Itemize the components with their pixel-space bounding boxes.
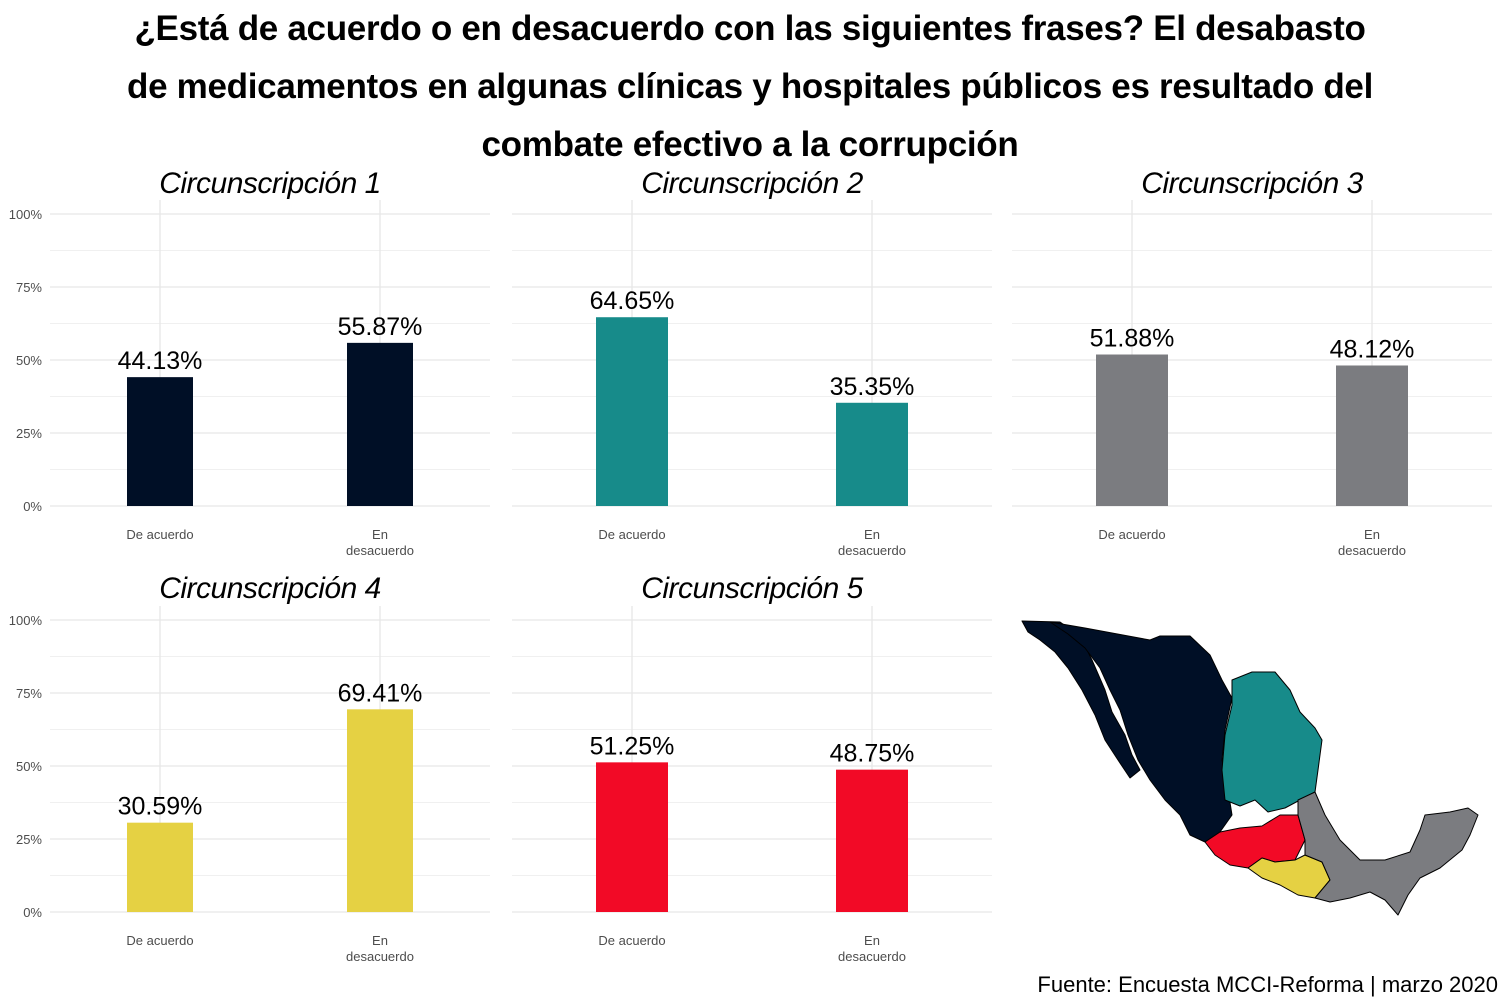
- y-tick-label: 50%: [16, 759, 42, 774]
- y-tick-label: 100%: [9, 613, 43, 628]
- data-label: 48.75%: [830, 740, 915, 768]
- bar: [127, 822, 193, 912]
- data-label: 30.59%: [118, 793, 203, 821]
- bar: [836, 402, 908, 506]
- panel-title: Circunscripción 4: [159, 572, 381, 605]
- data-label: 48.12%: [1330, 335, 1415, 363]
- x-tick-label: De acuerdo: [126, 933, 193, 948]
- title-line-3: combate efectivo a la corrupción: [481, 125, 1019, 164]
- bar: [127, 377, 193, 506]
- panel-title: Circunscripción 1: [159, 167, 381, 200]
- chart-title: ¿Está de acuerdo o en desacuerdo con las…: [50, 0, 1450, 174]
- y-tick-label: 0%: [23, 905, 42, 920]
- y-tick-label: 75%: [16, 280, 42, 295]
- x-tick-label: En desacuerdo: [1338, 527, 1406, 558]
- x-tick-label: De acuerdo: [598, 527, 665, 542]
- x-tick-label: De acuerdo: [126, 527, 193, 542]
- panel-title: Circunscripción 3: [1141, 167, 1363, 200]
- bar: [596, 317, 668, 506]
- panel-4: 0% 25% 50% 75% 100% Circunscripción 4 30.59% De…: [9, 572, 490, 964]
- y-tick-label: 25%: [16, 426, 42, 441]
- data-label: 44.13%: [118, 347, 203, 375]
- bar: [347, 709, 413, 912]
- map-region-southeast: [1297, 791, 1479, 916]
- data-label: 69.41%: [338, 679, 423, 707]
- bar: [347, 342, 413, 506]
- bar: [836, 769, 908, 912]
- y-tick-label: 100%: [9, 207, 43, 222]
- x-tick-label: En desacuerdo: [838, 527, 906, 558]
- panel-1: 0% 25% 50% 75% 100% Circunscripción 1 44.13% De…: [9, 167, 490, 558]
- x-tick-label: En desacuerdo: [346, 933, 414, 964]
- mexico-map-icon: [1021, 620, 1479, 916]
- data-label: 64.65%: [590, 287, 675, 315]
- y-tick-label: 50%: [16, 353, 42, 368]
- data-label: 35.35%: [830, 373, 915, 401]
- bar: [596, 762, 668, 912]
- panel-3: Circunscripción 3 51.88% De acuerdo 48.12% E…: [1012, 167, 1492, 558]
- map-region-center-west: [1204, 814, 1306, 869]
- bar: [1336, 365, 1408, 506]
- map-region-south: [1247, 854, 1331, 899]
- map-region-northeast: [1221, 671, 1323, 813]
- x-tick-label: En desacuerdo: [346, 527, 414, 558]
- title-line-2: de medicamentos en algunas clínicas y ho…: [127, 67, 1373, 106]
- panel-2: Circunscripción 2 64.65% De acuerdo 35.35% E…: [512, 167, 992, 558]
- source-note: Fuente: Encuesta MCCI-Reforma | marzo 20…: [1037, 972, 1498, 997]
- panel-title: Circunscripción 2: [641, 167, 863, 200]
- data-label: 51.25%: [590, 732, 675, 760]
- data-label: 51.88%: [1090, 325, 1175, 353]
- y-tick-label: 25%: [16, 832, 42, 847]
- data-label: 55.87%: [338, 313, 423, 341]
- bar: [1096, 354, 1168, 506]
- panel-5: Circunscripción 5 51.25% De acuerdo 48.75% E…: [512, 572, 992, 964]
- panel-title: Circunscripción 5: [641, 572, 863, 605]
- x-tick-label: De acuerdo: [598, 933, 665, 948]
- title-line-1: ¿Está de acuerdo o en desacuerdo con las…: [134, 9, 1366, 48]
- y-tick-label: 75%: [16, 686, 42, 701]
- x-tick-label: En desacuerdo: [838, 933, 906, 964]
- map-region-baja: [1021, 620, 1141, 779]
- y-tick-label: 0%: [23, 499, 42, 514]
- x-tick-label: De acuerdo: [1098, 527, 1165, 542]
